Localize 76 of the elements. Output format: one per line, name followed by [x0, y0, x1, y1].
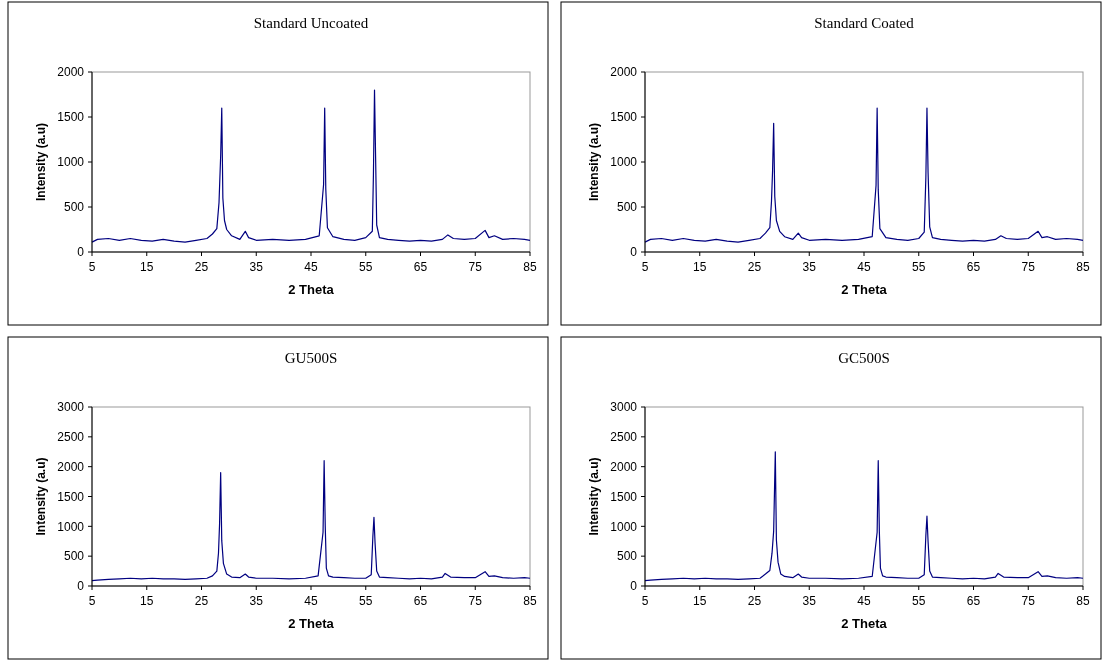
- y-tick-label: 1000: [610, 519, 638, 534]
- chart-title: Standard Coated: [814, 15, 915, 31]
- x-tick-label: 25: [194, 260, 209, 274]
- y-tick-label: 1000: [610, 155, 638, 170]
- chart-title: Standard Uncoated: [253, 15, 369, 31]
- x-tick-label: 55: [912, 594, 926, 608]
- y-tick-label: 2500: [610, 430, 638, 445]
- y-tick-label: 500: [616, 200, 638, 215]
- x-tick-label: 45: [857, 260, 871, 274]
- x-tick-label: 25: [747, 594, 762, 608]
- x-tick-label: 35: [802, 594, 817, 608]
- x-tick-label: 65: [966, 260, 981, 274]
- y-axis-title: Intensity (a.u): [34, 122, 48, 202]
- x-tick-label: 55: [912, 260, 926, 274]
- x-tick-label: 5: [641, 260, 649, 274]
- y-tick-label: 0: [77, 245, 85, 260]
- y-tick-label: 2500: [57, 430, 85, 445]
- y-tick-label: 500: [616, 549, 638, 564]
- x-tick-label: 85: [523, 260, 537, 274]
- line-series: [644, 451, 1084, 582]
- x-tick-label: 25: [747, 260, 762, 274]
- y-tick-label: 1500: [610, 489, 638, 504]
- y-tick-label: 1500: [57, 110, 85, 125]
- x-axis-title: 2 Theta: [841, 616, 888, 631]
- y-tick-label: 0: [77, 579, 85, 594]
- x-axis-title: 2 Theta: [288, 616, 335, 631]
- x-tick-label: 15: [140, 260, 154, 274]
- x-tick-label: 45: [857, 594, 871, 608]
- y-tick-label: 2000: [57, 459, 85, 474]
- x-tick-label: 75: [1021, 594, 1036, 608]
- line-series: [91, 460, 531, 582]
- x-tick-label: 75: [468, 594, 483, 608]
- y-tick-label: 2000: [610, 65, 638, 80]
- y-tick-label: 0: [630, 579, 638, 594]
- y-tick-label: 500: [63, 200, 85, 215]
- chart-title: GC500S: [838, 350, 890, 366]
- y-axis-title: Intensity (a.u): [34, 457, 48, 536]
- x-tick-label: 65: [966, 594, 981, 608]
- y-tick-label: 500: [63, 549, 85, 564]
- x-tick-label: 5: [641, 594, 649, 608]
- x-tick-label: 15: [140, 594, 154, 608]
- chart-title: GU500S: [284, 350, 338, 366]
- y-tick-label: 1500: [57, 489, 85, 504]
- y-tick-label: 1000: [57, 519, 85, 534]
- y-axis-title: Intensity (a.u): [587, 122, 601, 202]
- x-tick-label: 5: [88, 594, 96, 608]
- y-tick-label: 3000: [610, 400, 638, 415]
- x-tick-label: 85: [1076, 594, 1090, 608]
- x-tick-label: 55: [359, 594, 373, 608]
- x-tick-label: 55: [359, 260, 373, 274]
- x-tick-label: 45: [304, 594, 318, 608]
- y-tick-label: 2000: [610, 459, 638, 474]
- y-tick-label: 0: [630, 245, 638, 260]
- y-tick-label: 1500: [610, 110, 638, 125]
- x-tick-label: 75: [1021, 260, 1036, 274]
- x-tick-label: 5: [88, 260, 96, 274]
- x-tick-label: 65: [413, 260, 428, 274]
- x-tick-label: 35: [249, 594, 264, 608]
- x-tick-label: 75: [468, 260, 483, 274]
- x-tick-label: 85: [523, 594, 537, 608]
- x-tick-label: 65: [413, 594, 428, 608]
- line-series: [91, 89, 531, 243]
- x-axis-title: 2 Theta: [841, 282, 888, 297]
- x-axis-title: 2 Theta: [288, 282, 335, 297]
- x-tick-label: 35: [249, 260, 264, 274]
- x-tick-label: 15: [693, 594, 707, 608]
- y-tick-label: 2000: [57, 65, 85, 80]
- y-tick-label: 3000: [57, 400, 85, 415]
- y-tick-label: 1000: [57, 155, 85, 170]
- x-tick-label: 15: [693, 260, 707, 274]
- x-tick-label: 25: [194, 594, 209, 608]
- y-axis-title: Intensity (a.u): [587, 457, 601, 536]
- x-tick-label: 85: [1076, 260, 1090, 274]
- x-tick-label: 45: [304, 260, 318, 274]
- line-series: [644, 107, 1084, 243]
- x-tick-label: 35: [802, 260, 817, 274]
